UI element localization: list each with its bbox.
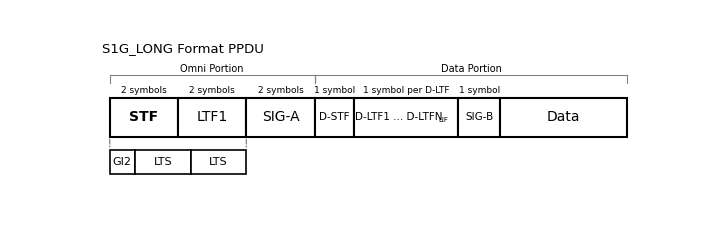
Bar bbox=[178, 98, 246, 137]
Bar bbox=[246, 98, 315, 137]
Text: Data Portion: Data Portion bbox=[441, 63, 501, 73]
Text: 1 symbol per D-LTF: 1 symbol per D-LTF bbox=[363, 86, 450, 95]
Text: SIG-B: SIG-B bbox=[465, 112, 494, 122]
Bar bbox=[191, 150, 246, 174]
Text: S1G_LONG Format PPDU: S1G_LONG Format PPDU bbox=[102, 42, 264, 55]
Text: 1 symbol: 1 symbol bbox=[458, 86, 500, 95]
Bar bbox=[315, 98, 354, 137]
Bar bbox=[354, 98, 458, 137]
Text: LTS: LTS bbox=[153, 157, 172, 167]
Text: 2 symbols: 2 symbols bbox=[189, 86, 235, 95]
Bar bbox=[110, 98, 178, 137]
Text: Omni Portion: Omni Portion bbox=[180, 63, 244, 73]
Text: Data: Data bbox=[547, 110, 581, 124]
Text: 1 symbol: 1 symbol bbox=[314, 86, 355, 95]
Bar bbox=[110, 150, 135, 174]
Text: 2 symbols: 2 symbols bbox=[258, 86, 303, 95]
Text: 2 symbols: 2 symbols bbox=[121, 86, 167, 95]
Bar bbox=[500, 98, 627, 137]
Text: D-STF: D-STF bbox=[319, 112, 350, 122]
Text: LTS: LTS bbox=[209, 157, 228, 167]
Text: LIF: LIF bbox=[439, 117, 448, 124]
Text: GI2: GI2 bbox=[113, 157, 132, 167]
Text: STF: STF bbox=[130, 110, 158, 124]
Text: LTF1: LTF1 bbox=[196, 110, 228, 124]
Text: SIG-A: SIG-A bbox=[262, 110, 299, 124]
Bar bbox=[458, 98, 500, 137]
Text: D-LTF1 ... D-LTFN: D-LTF1 ... D-LTFN bbox=[355, 112, 442, 122]
Bar bbox=[135, 150, 191, 174]
